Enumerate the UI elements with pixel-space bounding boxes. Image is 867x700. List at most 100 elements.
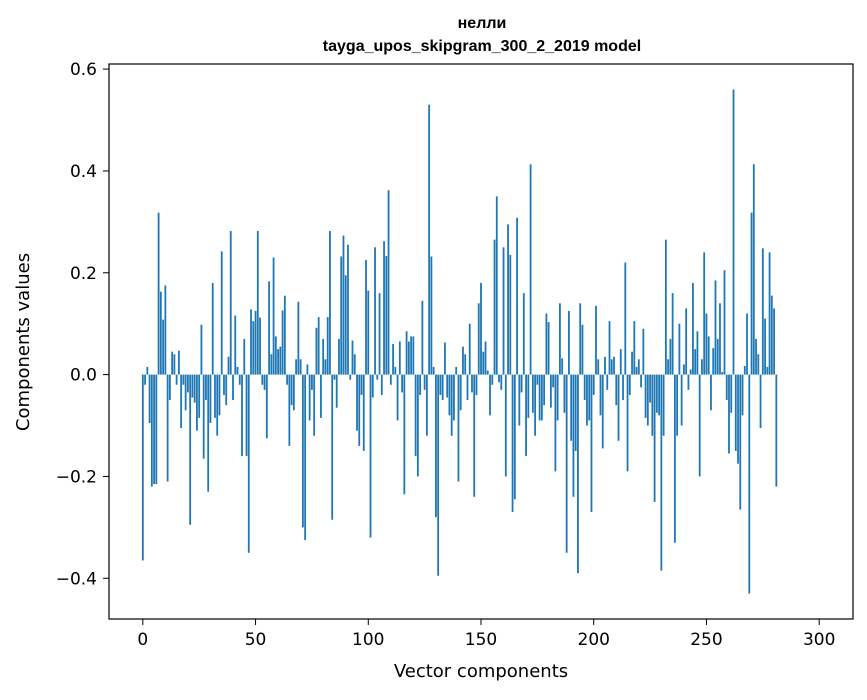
bar	[335, 374, 338, 408]
bar	[628, 374, 631, 395]
bar	[347, 244, 349, 375]
bar	[649, 374, 651, 403]
bar	[374, 247, 376, 375]
bar	[407, 341, 410, 375]
bar	[540, 374, 543, 421]
bar	[225, 374, 228, 406]
bar	[254, 310, 257, 375]
bar	[527, 374, 530, 418]
bar	[694, 349, 697, 375]
bar	[547, 322, 550, 375]
bar	[281, 310, 284, 375]
bar	[556, 374, 559, 421]
bar	[739, 374, 742, 510]
bar	[522, 293, 525, 375]
bar	[500, 374, 503, 390]
bar	[175, 374, 178, 385]
bar	[509, 254, 512, 375]
bar	[326, 317, 329, 375]
bar	[338, 338, 340, 375]
bar	[692, 282, 694, 375]
bar	[658, 374, 661, 416]
bar	[732, 89, 735, 375]
bar	[545, 313, 548, 375]
bar	[669, 338, 672, 375]
bar	[701, 359, 703, 375]
bar	[752, 164, 755, 375]
bar	[214, 374, 216, 418]
bar	[236, 366, 239, 375]
bar	[200, 324, 203, 375]
bar	[168, 374, 171, 401]
bar	[392, 344, 394, 375]
bar	[766, 366, 769, 375]
bar	[651, 374, 654, 436]
bar	[184, 374, 187, 411]
bar	[455, 366, 458, 375]
bar	[561, 358, 564, 375]
bar	[272, 257, 275, 375]
bar	[520, 374, 523, 393]
bar	[577, 374, 579, 574]
bar	[646, 374, 649, 426]
bar	[529, 164, 532, 375]
bar	[394, 366, 397, 375]
bar	[743, 365, 746, 375]
bar	[755, 338, 757, 375]
bar	[664, 239, 667, 375]
bar	[525, 374, 527, 457]
bar	[498, 374, 500, 383]
bar	[365, 260, 367, 375]
bar	[480, 282, 482, 375]
bar	[768, 252, 771, 375]
bar	[205, 374, 207, 401]
bar	[633, 321, 636, 375]
bar	[376, 374, 379, 380]
x-tick-label: 150	[465, 630, 497, 650]
bar	[301, 374, 304, 528]
bar-series	[141, 89, 778, 594]
bar	[223, 374, 225, 395]
bar	[685, 308, 688, 375]
y-tick-label: 0.6	[70, 60, 97, 80]
bar	[723, 270, 726, 375]
bar	[444, 342, 446, 375]
x-tick-label: 50	[245, 630, 267, 650]
bar	[191, 374, 194, 398]
bar	[689, 369, 692, 375]
bar	[283, 295, 286, 375]
chart-subtitle: tayga_upos_skipgram_300_2_2019 model	[323, 38, 641, 55]
bar	[243, 338, 246, 375]
bar	[489, 374, 491, 416]
bar	[714, 280, 717, 375]
bar	[144, 374, 146, 385]
bar	[405, 331, 408, 375]
bar	[446, 374, 449, 398]
bar	[306, 364, 309, 375]
bar	[171, 351, 174, 375]
bar	[207, 374, 210, 492]
bar	[773, 308, 775, 375]
bar	[538, 374, 541, 421]
bar	[730, 374, 733, 413]
y-axis-ticks: −0.4 −0.2 0.0 0.2 0.4 0.6	[56, 60, 109, 589]
bar	[486, 370, 489, 375]
bar	[450, 374, 453, 436]
bar	[622, 374, 624, 401]
bar	[216, 374, 219, 436]
bar	[662, 374, 665, 436]
bar	[759, 374, 762, 429]
bar	[536, 374, 539, 385]
bar	[412, 336, 415, 375]
bar	[387, 190, 390, 375]
bar	[563, 374, 566, 413]
bar	[642, 328, 645, 375]
bar	[441, 374, 444, 401]
bar	[220, 251, 223, 375]
bar	[770, 295, 773, 375]
bar	[295, 359, 298, 375]
bar	[495, 196, 498, 375]
x-axis-label: Vector components	[394, 661, 568, 682]
bar	[619, 349, 622, 375]
bar	[259, 317, 261, 375]
